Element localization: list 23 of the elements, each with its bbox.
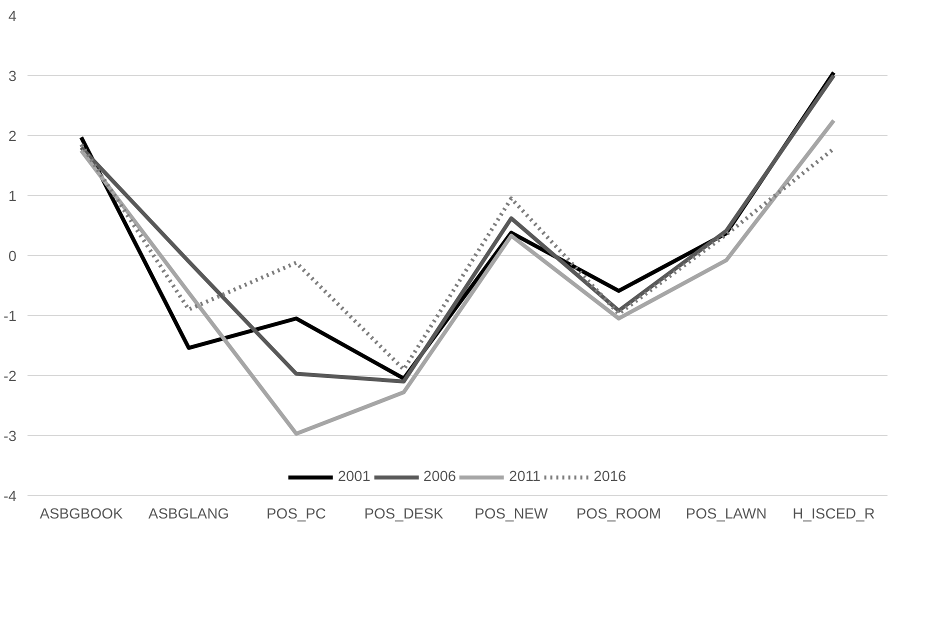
x-tick-label: POS_ROOM: [576, 506, 662, 522]
x-tick-label: POS_PC: [266, 506, 326, 522]
legend-label: 2016: [594, 469, 626, 485]
y-tick-label: 3: [8, 69, 17, 85]
y-tick-label: 4: [8, 9, 17, 25]
legend-label: 2011: [509, 469, 541, 485]
x-tick-label: POS_NEW: [474, 506, 548, 522]
y-tick-label: 1: [8, 189, 17, 205]
y-tick-label: 0: [8, 249, 17, 265]
y-tick-label: -4: [3, 489, 17, 505]
line-series: [79, 118, 836, 436]
x-tick-label: ASBGLANG: [148, 506, 230, 522]
x-tick-label: H_ISCED_R: [792, 506, 875, 522]
y-tick-label: 2: [8, 129, 17, 145]
x-tick-label: POS_LAWN: [686, 506, 767, 522]
x-tick-label: ASBGBOOK: [40, 506, 124, 522]
y-tick-label: -1: [3, 309, 17, 325]
legend-label: 2006: [423, 469, 456, 485]
x-tick-label: POS_DESK: [364, 506, 444, 522]
line-series: [79, 142, 836, 372]
y-tick-label: -3: [3, 429, 17, 445]
legend-label: 2001: [338, 469, 370, 485]
y-tick-label: -2: [3, 369, 17, 385]
